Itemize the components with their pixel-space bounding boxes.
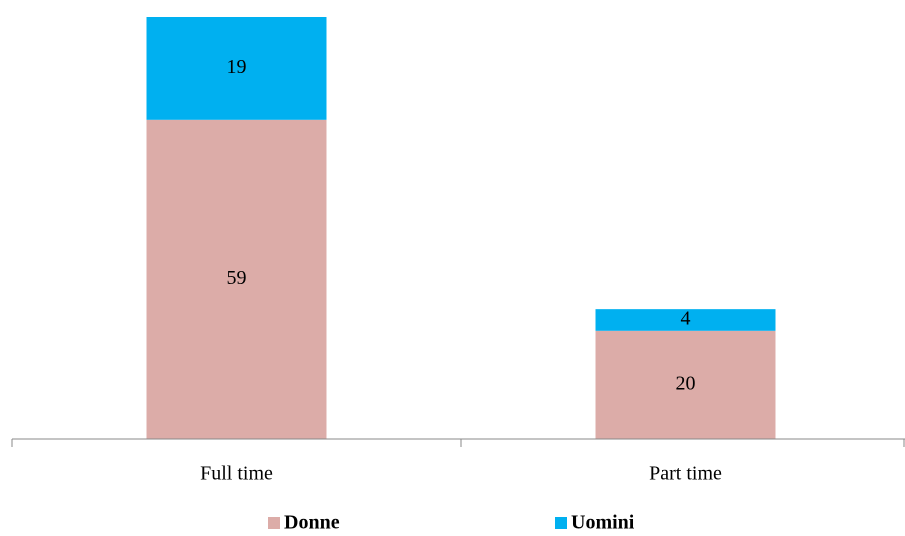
bar-segment [146, 119, 327, 440]
data-label: 4 [681, 308, 691, 330]
x-tick-label: Part time [649, 463, 722, 485]
data-label: 20 [676, 372, 696, 394]
bar-segment [595, 309, 776, 331]
x-tick-label: Full time [200, 463, 273, 485]
legend-swatch [268, 517, 280, 529]
legend-label: Uomini [571, 512, 635, 534]
data-label: 19 [227, 56, 247, 78]
bar-segment [146, 17, 327, 120]
bar-segment [595, 330, 776, 439]
legend-swatch [555, 517, 567, 529]
legend-label: Donne [284, 512, 340, 534]
data-label: 59 [227, 267, 247, 289]
